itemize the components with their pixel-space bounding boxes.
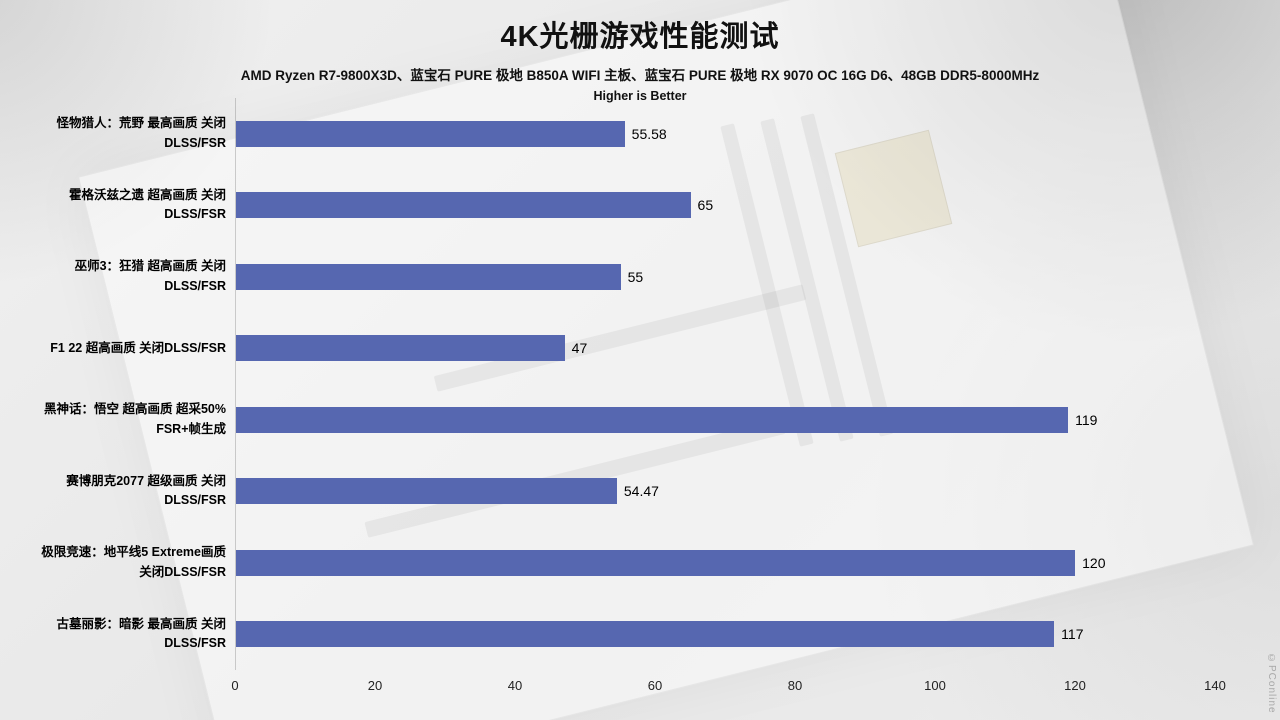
value-label: 65 — [697, 197, 714, 214]
bar — [236, 478, 617, 505]
bar — [236, 621, 1055, 648]
category-label: 巫师3：狂猎 超高画质 关闭 DLSS/FSR — [74, 259, 226, 293]
bar — [236, 406, 1069, 433]
x-tick-label: 100 — [924, 678, 946, 693]
bar — [236, 549, 1076, 576]
category-label: 怪物猎人：荒野 最高画质 关闭 DLSS/FSR — [56, 116, 226, 150]
x-tick-label: 40 — [507, 678, 523, 693]
value-label: 55.58 — [631, 125, 667, 142]
chart-row: F1 22 超高画质 关闭DLSS/FSR 47 — [0, 312, 1215, 384]
category-label: 极限竞速：地平线5 Extreme画质 关闭DLSS/FSR — [41, 545, 226, 579]
x-axis: 0 20 40 60 80 100 120 140 — [231, 678, 1225, 698]
bar-track: 120 — [235, 527, 1215, 599]
bar-track: 47 — [235, 312, 1215, 384]
bar-chart: 怪物猎人：荒野 最高画质 关闭 DLSS/FSR 55.58 霍格沃兹之遗 超高… — [0, 98, 1226, 712]
chart-row: 怪物猎人：荒野 最高画质 关闭 DLSS/FSR 55.58 — [0, 98, 1215, 170]
bar — [236, 120, 625, 147]
bar — [236, 192, 691, 219]
x-tick-label: 140 — [1204, 678, 1226, 693]
chart-row: 黑神话：悟空 超高画质 超采50% FSR+帧生成 119 — [0, 384, 1215, 456]
chart-row: 古墓丽影：暗影 最高画质 关闭 DLSS/FSR 117 — [0, 598, 1215, 670]
chart-rows: 怪物猎人：荒野 最高画质 关闭 DLSS/FSR 55.58 霍格沃兹之遗 超高… — [0, 98, 1215, 670]
value-label: 119 — [1075, 411, 1098, 428]
x-tick-label: 60 — [647, 678, 663, 693]
bar-track: 55.58 — [235, 98, 1215, 170]
value-label: 55 — [627, 268, 644, 285]
chart-header: 4K光栅游戏性能测试 AMD Ryzen R7-9800X3D、蓝宝石 PURE… — [0, 0, 1280, 103]
chart-row: 巫师3：狂猎 超高画质 关闭 DLSS/FSR 55 — [0, 241, 1215, 313]
value-label: 47 — [571, 340, 588, 357]
x-tick-label: 80 — [787, 678, 803, 693]
bar — [236, 263, 621, 290]
chart-row: 极限竞速：地平线5 Extreme画质 关闭DLSS/FSR 120 — [0, 527, 1215, 599]
category-label: 古墓丽影：暗影 最高画质 关闭 DLSS/FSR — [56, 616, 226, 651]
bar-track: 54.47 — [235, 455, 1215, 527]
value-label: 120 — [1082, 554, 1106, 571]
category-label: 黑神话：悟空 超高画质 超采50% FSR+帧生成 — [44, 402, 226, 436]
chart-subtitle: AMD Ryzen R7-9800X3D、蓝宝石 PURE 极地 B850A W… — [240, 68, 1040, 83]
category-label: 霍格沃兹之遗 超高画质 关闭 DLSS/FSR — [69, 187, 226, 222]
bar-track: 117 — [235, 598, 1215, 670]
bar-track: 55 — [235, 241, 1215, 313]
value-label: 54.47 — [623, 483, 659, 500]
bar — [236, 335, 565, 362]
chart-row: 霍格沃兹之遗 超高画质 关闭 DLSS/FSR 65 — [0, 169, 1215, 241]
bar-track: 65 — [235, 169, 1215, 241]
x-tick-label: 20 — [367, 678, 383, 693]
x-tick-label: 120 — [1064, 678, 1086, 693]
page-title: 4K光栅游戏性能测试 — [500, 21, 780, 53]
x-tick-label: 0 — [231, 678, 239, 693]
watermark: ©PConline — [1266, 653, 1277, 714]
bar-track: 119 — [235, 384, 1215, 456]
category-label: 赛博朋克2077 超级画质 关闭 DLSS/FSR — [66, 473, 226, 508]
category-label: F1 22 超高画质 关闭DLSS/FSR — [50, 340, 226, 355]
chart-row: 赛博朋克2077 超级画质 关闭 DLSS/FSR 54.47 — [0, 455, 1215, 527]
value-label: 117 — [1061, 626, 1084, 643]
